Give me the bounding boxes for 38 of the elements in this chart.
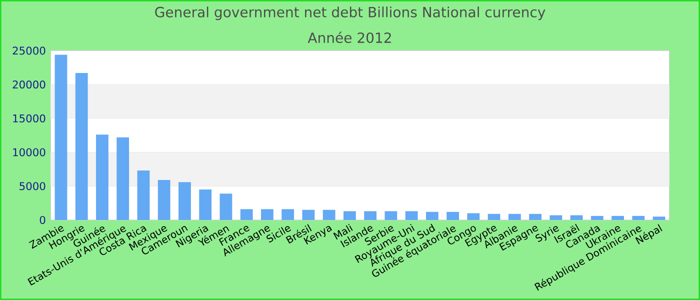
bar [446,212,459,220]
bar [590,216,604,220]
bar [240,209,253,220]
bar [137,170,150,220]
bar [96,134,108,220]
bar [178,182,191,220]
bar [220,194,232,220]
bar [199,190,212,220]
bar [302,210,315,220]
bar [322,210,336,220]
bar [364,211,377,220]
y-tick-label: 25000 [12,46,46,55]
y-tick-label: 0 [40,216,46,224]
bar [570,215,583,220]
y-tick-label: 20000 [12,80,46,89]
y-tick-label: 10000 [13,148,46,156]
bar [550,215,562,220]
bar [343,211,356,220]
bar [529,214,542,220]
bar [612,216,624,220]
bar [282,209,294,220]
chart-title: General government net debt Billions National currency [155,6,546,20]
bar [488,214,500,220]
bar [652,216,666,220]
bar [426,212,438,220]
y-tick-label: 5000 [20,182,46,190]
y-tick-label: 15000 [13,114,46,122]
bar [75,73,88,220]
bar [405,211,418,220]
bar [158,180,170,220]
bar [467,213,480,220]
bar [261,209,274,220]
bar [116,137,130,220]
bar [54,54,68,220]
bar [632,216,645,220]
chart-subtitle: Année 2012 [308,32,391,44]
bar [508,214,521,220]
bar [384,211,398,220]
